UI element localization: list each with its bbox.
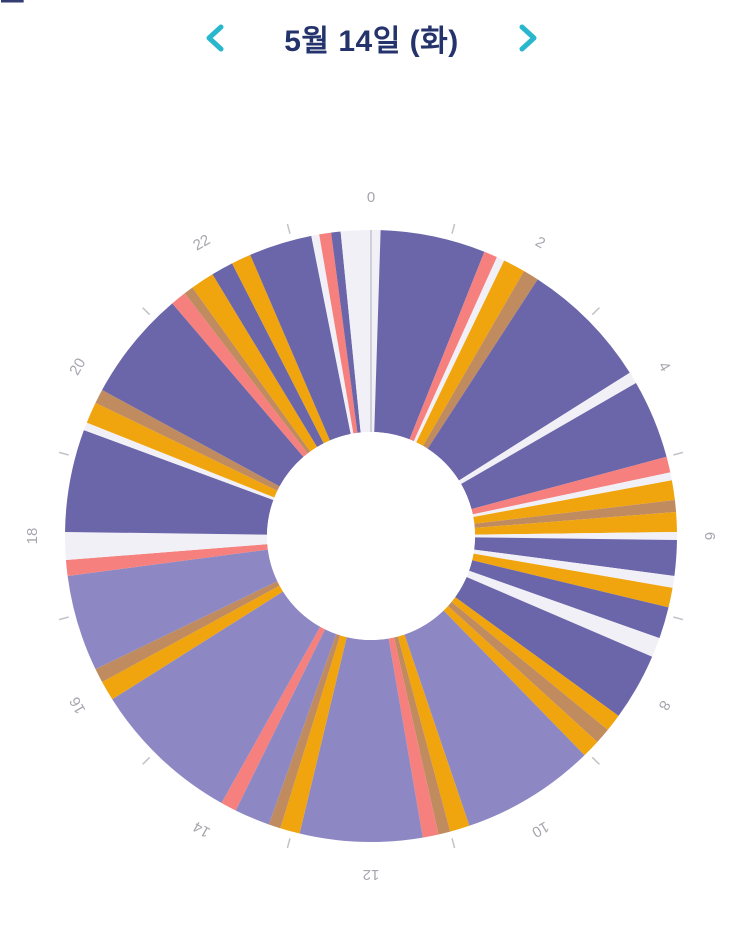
hour-tick: [286, 838, 291, 849]
chart-segment: [319, 232, 358, 434]
hour-tick: [142, 756, 151, 765]
chart-segment: [397, 634, 470, 832]
chart-segment: [235, 629, 337, 825]
chart-segment: [268, 634, 341, 829]
chart-segment: [471, 456, 671, 515]
chart-segment: [374, 230, 485, 440]
hour-ticks: [58, 223, 684, 849]
chart-segment: [458, 372, 637, 484]
chart-segment: [83, 422, 275, 501]
chart-segment: [451, 597, 619, 730]
hour-label: 8: [655, 697, 674, 713]
chart-segment: [371, 230, 381, 433]
hour-label: 12: [363, 866, 380, 883]
chart-segment: [172, 293, 308, 457]
chart-segment: [469, 560, 669, 639]
hour-tick: [673, 451, 684, 456]
chart-segment: [212, 263, 324, 448]
chart-segments: [65, 230, 677, 843]
date-navigation-header: 5월 14일 (화): [0, 16, 743, 60]
chart-segment: [409, 251, 497, 442]
center-day-value: 8일: [0, 0, 27, 8]
chart-segment: [473, 480, 675, 524]
chart-segment: [192, 274, 318, 452]
chart-segment: [455, 577, 653, 716]
chart-segment: [232, 254, 330, 444]
hour-label: 22: [190, 231, 213, 254]
chart-segment: [112, 591, 321, 803]
chart-segment: [427, 279, 630, 481]
hour-label: 14: [190, 818, 213, 841]
chart-segment: [466, 570, 660, 657]
chevron-left-icon: [204, 23, 226, 53]
chart-segment: [102, 303, 304, 487]
chart-segment: [416, 260, 524, 446]
hour-tick: [58, 451, 69, 456]
hour-label: 6: [701, 532, 718, 540]
date-title: 5월 14일 (화): [284, 25, 459, 58]
chart-segment: [65, 531, 268, 561]
hour-tick: [591, 307, 600, 316]
chart-segment: [340, 230, 371, 433]
chart-segment: [221, 626, 326, 811]
chart-segment: [331, 231, 361, 433]
chart-segment: [280, 635, 347, 834]
chart-segment: [473, 549, 675, 588]
chart-segment: [95, 389, 280, 491]
hour-label: 0: [367, 189, 375, 206]
hour-labels: 0 2 4 6 8 10 12 14 16 18 20 22: [24, 189, 718, 883]
chart-segment: [413, 257, 505, 443]
chart-segment: [102, 585, 284, 700]
hour-tick: [58, 616, 69, 621]
chart-segment: [388, 637, 439, 838]
chart-segment: [474, 537, 677, 576]
hour-tick: [142, 307, 151, 316]
chart-segment: [474, 531, 677, 541]
hour-tick: [673, 616, 684, 621]
donut-center-hole: [267, 432, 475, 640]
hour-label: 2: [532, 233, 548, 252]
hour-tick: [591, 756, 600, 765]
hour-label: 18: [24, 528, 41, 545]
chart-segment: [393, 636, 451, 835]
next-day-button[interactable]: [511, 17, 545, 59]
chart-segment: [447, 601, 608, 742]
chart-segment: [65, 430, 274, 535]
chart-segment: [311, 234, 354, 434]
chart-segment: [472, 472, 672, 518]
chart-segment: [404, 610, 585, 826]
hour-label: 20: [66, 355, 89, 378]
chart-segment: [95, 581, 280, 683]
hour-tick: [451, 223, 456, 234]
chart-segment: [65, 544, 268, 576]
hour-label: 16: [66, 694, 89, 717]
hour-label: 4: [655, 359, 674, 375]
chart-segment: [472, 553, 673, 608]
previous-day-button[interactable]: [198, 17, 232, 59]
chart-segment: [443, 605, 598, 756]
chart-segment: [474, 500, 677, 528]
chart-segment: [250, 235, 351, 441]
chevron-right-icon: [517, 23, 539, 53]
hour-tick: [286, 223, 291, 234]
chart-segment: [423, 270, 538, 449]
center-day-label: DAY: [0, 0, 17, 3]
chart-segment: [474, 511, 677, 535]
hour-label: 10: [529, 818, 552, 841]
chart-segment: [184, 287, 311, 454]
chart-segment: [86, 402, 278, 498]
hour-tick: [451, 838, 456, 849]
chart-segment: [299, 637, 423, 843]
chart-segment: [67, 549, 278, 670]
chart-segment: [461, 383, 667, 510]
